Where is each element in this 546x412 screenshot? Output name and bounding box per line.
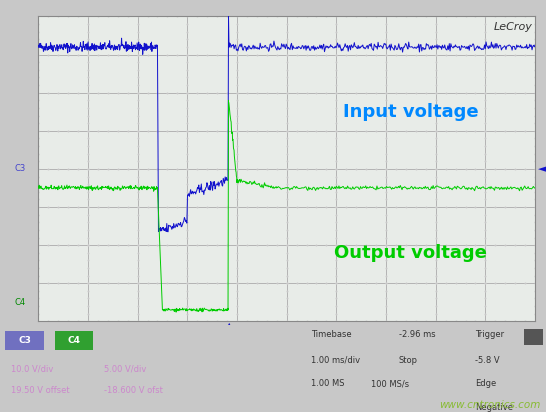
Text: ◄: ◄ (538, 164, 546, 174)
Text: LeCroy: LeCroy (494, 22, 532, 32)
Text: Trigger: Trigger (475, 330, 504, 339)
Text: -2.96 ms: -2.96 ms (399, 330, 435, 339)
Text: 100 MS/s: 100 MS/s (371, 379, 410, 388)
Text: Negative: Negative (475, 403, 513, 412)
Text: Input voltage: Input voltage (343, 103, 479, 121)
Text: 19.50 V offset: 19.50 V offset (11, 386, 69, 395)
Text: Stop: Stop (399, 356, 418, 365)
Text: -5.8 V: -5.8 V (475, 356, 500, 365)
Text: 1.00 ms/div: 1.00 ms/div (311, 356, 360, 365)
Text: Timebase: Timebase (311, 330, 352, 339)
Text: -18.600 V ofst: -18.600 V ofst (104, 386, 163, 395)
Text: C3: C3 (18, 336, 31, 345)
Text: Edge: Edge (475, 379, 496, 388)
Bar (5, 331, 44, 350)
Text: C4: C4 (67, 336, 80, 345)
Text: www.cntronics.com: www.cntronics.com (439, 400, 541, 410)
Text: 5.00 V/div: 5.00 V/div (104, 365, 146, 373)
Text: 1.00 MS: 1.00 MS (311, 379, 345, 388)
Bar (55, 331, 93, 350)
Text: ▲: ▲ (226, 321, 233, 330)
Text: Output voltage: Output voltage (335, 244, 487, 262)
Text: C3: C3 (15, 164, 26, 173)
Text: C4: C4 (15, 298, 26, 307)
Text: 10.0 V/div: 10.0 V/div (11, 365, 54, 373)
Bar (524, 329, 543, 344)
